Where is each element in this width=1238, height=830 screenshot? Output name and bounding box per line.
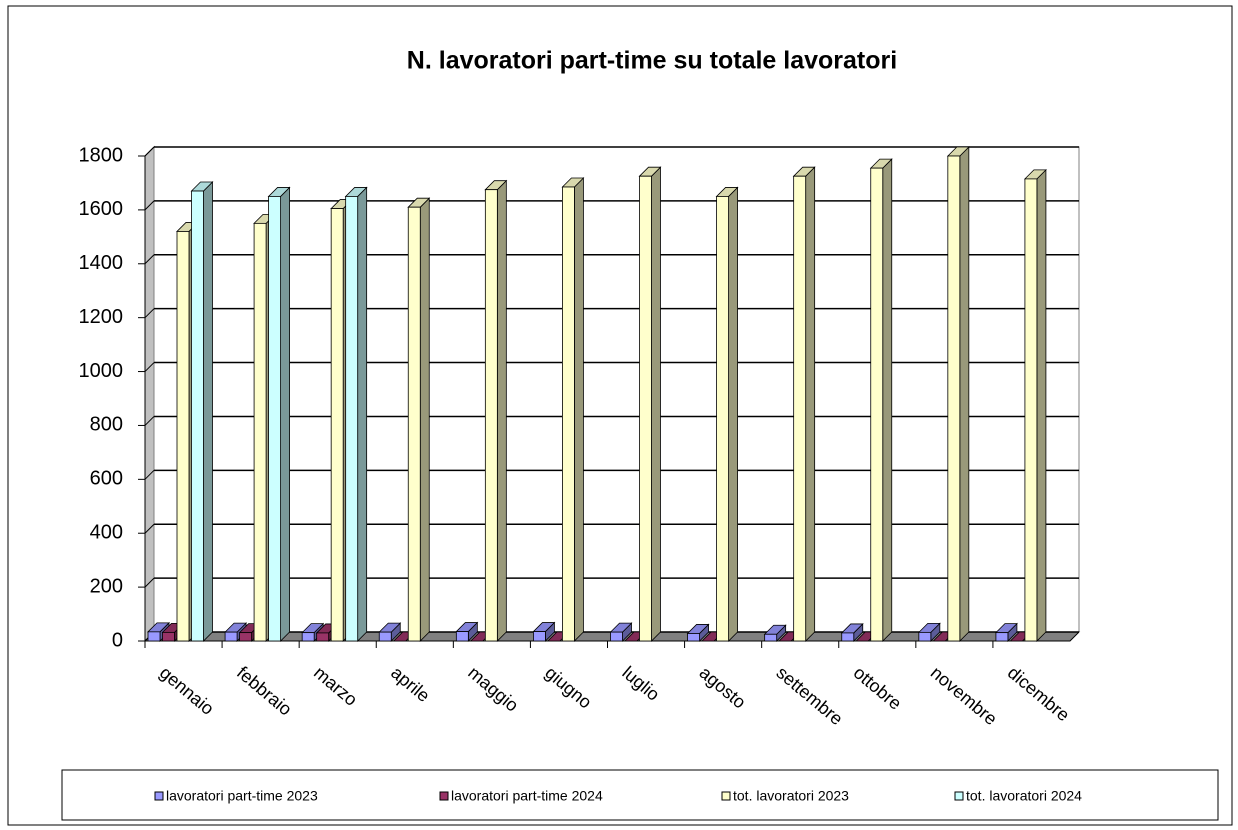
bar [562, 186, 575, 642]
grid-line [144, 254, 155, 265]
bar [947, 155, 961, 642]
bar [407, 206, 421, 642]
bar [918, 631, 932, 642]
bar [995, 632, 1009, 642]
y-tick-label: 1000 [79, 360, 124, 382]
y-tick-label: 200 [90, 575, 123, 597]
bar [793, 175, 807, 642]
bar-side [651, 166, 661, 642]
legend-swatch [154, 791, 164, 801]
bar-side [882, 158, 893, 642]
bar [239, 632, 252, 642]
y-tick-label: 400 [90, 522, 123, 544]
bar [533, 631, 546, 642]
legend-label: tot. lavoratori 2023 [733, 788, 849, 804]
bar [330, 208, 344, 642]
grid-line [144, 146, 155, 157]
legend-swatch [439, 791, 449, 801]
bar [268, 196, 281, 642]
y-tick-label: 600 [90, 468, 123, 490]
grid-line [144, 200, 155, 211]
legend-label: tot. lavoratori 2024 [966, 788, 1082, 804]
bar [316, 632, 330, 642]
legend-box [61, 769, 1219, 821]
grid-line [144, 523, 155, 534]
chart-title: N. lavoratori part-time su totale lavora… [407, 47, 897, 75]
bar [870, 167, 884, 642]
bar [162, 631, 175, 642]
bar-side [280, 186, 290, 642]
y-tick-label: 0 [112, 629, 123, 651]
bar [484, 189, 498, 642]
bar [224, 631, 238, 642]
bar [378, 631, 392, 642]
bar [176, 231, 190, 642]
bar-side [496, 179, 507, 642]
side-wall [144, 145, 155, 643]
grid-line [144, 469, 155, 480]
bar [345, 196, 359, 642]
bar [687, 633, 700, 642]
y-tick-label: 1600 [79, 198, 124, 220]
bar-side [574, 177, 584, 642]
y-tick-label: 1400 [79, 252, 124, 274]
y-tick-label: 1200 [79, 306, 124, 328]
bar [253, 222, 267, 642]
bar [639, 175, 652, 642]
bar-side [728, 186, 738, 642]
grid-line [144, 308, 155, 319]
grid-line [144, 362, 155, 372]
grid-line [144, 416, 155, 426]
bar [191, 190, 204, 642]
grid-line [144, 577, 155, 588]
legend-label: lavoratori part-time 2023 [166, 788, 318, 804]
bar [841, 632, 855, 642]
legend-label: lavoratori part-time 2024 [451, 788, 603, 804]
y-tick-label: 800 [90, 414, 123, 436]
legend-swatch [954, 791, 964, 801]
bar-side [419, 197, 430, 642]
bar-side [805, 166, 816, 642]
bar [764, 633, 778, 642]
bar [610, 631, 623, 642]
legend-swatch [721, 791, 731, 801]
bar [1024, 178, 1038, 642]
bar [301, 632, 315, 642]
bar-side [959, 146, 970, 642]
bar-side [1036, 168, 1047, 642]
bar-side [357, 186, 368, 642]
bar [716, 196, 729, 642]
bar-side [203, 181, 213, 642]
y-tick-label: 1800 [79, 144, 124, 166]
bar [455, 631, 469, 642]
bar [147, 631, 161, 642]
